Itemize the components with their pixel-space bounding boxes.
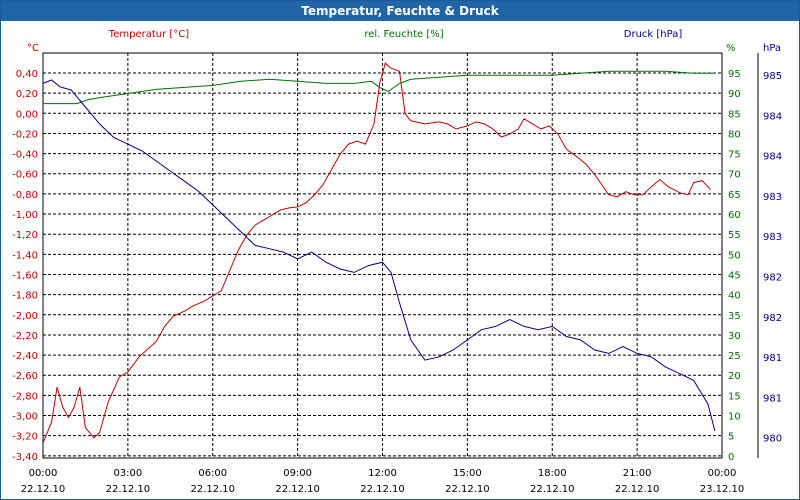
plot-frame bbox=[42, 52, 723, 459]
temp-tick-label: -1,00 bbox=[12, 210, 38, 221]
temp-tick-label: -0,80 bbox=[12, 190, 38, 201]
temp-tick-label: -2,20 bbox=[12, 331, 38, 342]
pressure-tick-label: 981 bbox=[763, 393, 782, 404]
temp-tick-label: -1,40 bbox=[12, 250, 38, 261]
series-line-humidity bbox=[43, 70, 714, 105]
temp-tick-label: -2,60 bbox=[12, 371, 38, 382]
humidity-tick-label: 85 bbox=[728, 109, 741, 120]
x-tick-time: 15:00 bbox=[453, 468, 482, 479]
pressure-tick-label: 984 bbox=[763, 152, 782, 163]
x-tick-time: 00:00 bbox=[29, 468, 58, 479]
temp-tick-label: -3,00 bbox=[12, 412, 38, 423]
temp-tick-label: 0,40 bbox=[16, 69, 38, 80]
x-tick-time: 12:00 bbox=[368, 468, 397, 479]
x-tick-date: 22.12.10 bbox=[275, 484, 320, 495]
pressure-tick-label: 981 bbox=[763, 353, 782, 364]
pressure-tick-label: 982 bbox=[763, 313, 782, 324]
temp-unit-label: °C bbox=[27, 43, 39, 54]
pressure-axis-title: Druck [hPa] bbox=[624, 29, 683, 40]
temp-tick-label: -1,80 bbox=[12, 291, 38, 302]
humidity-tick-label: 90 bbox=[728, 89, 741, 100]
pressure-tick-label: 983 bbox=[763, 232, 782, 243]
humidity-tick-label: 30 bbox=[728, 331, 741, 342]
series-line-pressure bbox=[42, 79, 716, 432]
temp-tick-label: -1,20 bbox=[12, 230, 38, 241]
humidity-tick-label: 70 bbox=[728, 170, 741, 181]
x-tick-date: 22.12.10 bbox=[360, 484, 405, 495]
pressure-tick-label: 982 bbox=[763, 272, 782, 283]
temp-tick-label: -3,20 bbox=[12, 432, 38, 443]
series-line-temp bbox=[42, 62, 712, 443]
x-tick-date: 22.12.10 bbox=[190, 484, 235, 495]
temp-tick-label: -0,20 bbox=[12, 129, 38, 140]
humidity-tick-label: 75 bbox=[728, 150, 741, 161]
humidity-tick-label: 55 bbox=[728, 230, 741, 241]
humidity-tick-label: 0 bbox=[728, 452, 734, 463]
humidity-tick-label: 95 bbox=[728, 69, 741, 80]
temp-tick-label: -1,60 bbox=[12, 270, 38, 281]
x-tick-time: 06:00 bbox=[198, 468, 227, 479]
x-tick-time: 21:00 bbox=[623, 468, 652, 479]
humidity-tick-label: 15 bbox=[728, 391, 741, 402]
humidity-tick-label: 80 bbox=[728, 129, 741, 140]
pressure-tick-label: 984 bbox=[763, 111, 782, 122]
humidity-unit-label: % bbox=[726, 43, 736, 54]
x-tick-date: 22.12.10 bbox=[106, 484, 151, 495]
x-tick-date: 22.12.10 bbox=[530, 484, 575, 495]
temp-tick-label: -2,80 bbox=[12, 391, 38, 402]
humidity-tick-label: 40 bbox=[728, 291, 741, 302]
temp-axis-title: Temperatur [°C] bbox=[108, 29, 189, 40]
pressure-unit-label: hPa bbox=[763, 43, 781, 54]
temp-tick-label: 0,20 bbox=[16, 89, 38, 100]
x-tick-date: 22.12.10 bbox=[445, 484, 490, 495]
pressure-tick-label: 980 bbox=[763, 434, 782, 445]
humidity-tick-label: 50 bbox=[728, 250, 741, 261]
humidity-tick-label: 35 bbox=[728, 311, 741, 322]
x-tick-date: 22.12.10 bbox=[615, 484, 660, 495]
temp-tick-label: -0,40 bbox=[12, 150, 38, 161]
chart-area: 0,40 95 0,20 90 0,00 85 -0,20 80 -0,40 75 -0,60 70 -… bbox=[12, 29, 782, 495]
temp-tick-label: -0,60 bbox=[12, 170, 38, 181]
humidity-tick-label: 20 bbox=[728, 371, 741, 382]
x-tick-time: 18:00 bbox=[538, 468, 567, 479]
x-tick-time: 03:00 bbox=[113, 468, 142, 479]
humidity-tick-label: 25 bbox=[728, 351, 741, 362]
x-tick-date: 22.12.10 bbox=[21, 484, 66, 495]
x-tick-time: 09:00 bbox=[283, 468, 312, 479]
humidity-tick-label: 45 bbox=[728, 270, 741, 281]
x-tick-date: 23.12.10 bbox=[700, 484, 745, 495]
temp-tick-label: 0,00 bbox=[16, 109, 38, 120]
pressure-tick-label: 985 bbox=[763, 71, 782, 82]
temp-tick-label: -2,00 bbox=[12, 311, 38, 322]
window-title: Temperatur, Feuchte & Druck bbox=[1, 1, 799, 21]
humidity-tick-label: 10 bbox=[728, 412, 741, 423]
x-tick-time: 00:00 bbox=[708, 468, 737, 479]
temp-tick-label: -2,40 bbox=[12, 351, 38, 362]
humidity-tick-label: 60 bbox=[728, 210, 741, 221]
humidity-tick-label: 5 bbox=[728, 432, 734, 443]
humidity-tick-label: 65 bbox=[728, 190, 741, 201]
temp-tick-label: -3,40 bbox=[12, 452, 38, 463]
pressure-tick-label: 983 bbox=[763, 192, 782, 203]
humidity-axis-title: rel. Feuchte [%] bbox=[364, 29, 443, 40]
